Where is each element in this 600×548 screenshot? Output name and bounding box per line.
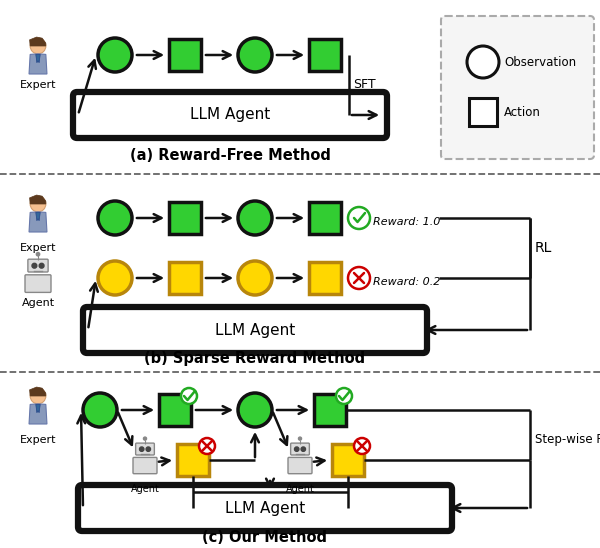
Circle shape	[146, 447, 151, 452]
Circle shape	[37, 253, 40, 256]
FancyBboxPatch shape	[177, 444, 209, 476]
Circle shape	[298, 437, 302, 440]
Polygon shape	[36, 404, 40, 413]
Polygon shape	[29, 404, 47, 424]
Circle shape	[301, 447, 305, 452]
Circle shape	[354, 438, 370, 454]
FancyBboxPatch shape	[332, 444, 364, 476]
FancyBboxPatch shape	[290, 443, 310, 455]
Text: Agent: Agent	[22, 298, 55, 308]
Circle shape	[139, 447, 144, 452]
Circle shape	[238, 261, 272, 295]
Circle shape	[98, 38, 132, 72]
Circle shape	[30, 196, 46, 212]
FancyBboxPatch shape	[159, 394, 191, 426]
Polygon shape	[29, 54, 47, 74]
Text: Step-wise RL: Step-wise RL	[535, 433, 600, 447]
Text: Agent: Agent	[131, 484, 160, 494]
Circle shape	[295, 447, 299, 452]
Text: SFT: SFT	[353, 78, 376, 92]
Circle shape	[348, 267, 370, 289]
Circle shape	[181, 388, 197, 404]
Text: LLM Agent: LLM Agent	[190, 107, 270, 123]
Text: Agent: Agent	[286, 484, 314, 494]
FancyBboxPatch shape	[78, 485, 452, 531]
Circle shape	[98, 201, 132, 235]
FancyBboxPatch shape	[25, 275, 51, 293]
FancyBboxPatch shape	[169, 262, 201, 294]
Circle shape	[98, 261, 132, 295]
Polygon shape	[36, 213, 40, 221]
Circle shape	[238, 201, 272, 235]
Text: Reward: 1.0: Reward: 1.0	[373, 217, 440, 227]
Text: Observation: Observation	[504, 55, 576, 68]
Circle shape	[32, 264, 37, 268]
Polygon shape	[29, 212, 47, 232]
Text: RL: RL	[535, 241, 553, 255]
Circle shape	[467, 46, 499, 78]
Text: (a) Reward-Free Method: (a) Reward-Free Method	[130, 147, 331, 163]
Text: Expert: Expert	[20, 243, 56, 253]
FancyBboxPatch shape	[314, 394, 346, 426]
Circle shape	[30, 38, 46, 54]
FancyBboxPatch shape	[83, 307, 427, 353]
FancyBboxPatch shape	[441, 16, 594, 159]
Circle shape	[238, 38, 272, 72]
Text: Action: Action	[504, 106, 541, 118]
Text: Expert: Expert	[20, 435, 56, 445]
FancyBboxPatch shape	[73, 92, 387, 138]
Text: (b) Sparse Reward Method: (b) Sparse Reward Method	[145, 351, 365, 366]
Circle shape	[238, 393, 272, 427]
Polygon shape	[29, 37, 46, 46]
Text: Reward: 0.2: Reward: 0.2	[373, 277, 440, 287]
FancyBboxPatch shape	[28, 259, 48, 272]
Circle shape	[39, 264, 44, 268]
Circle shape	[143, 437, 146, 440]
Circle shape	[30, 388, 46, 404]
Text: (c) Our Method: (c) Our Method	[203, 530, 328, 545]
FancyBboxPatch shape	[169, 39, 201, 71]
FancyBboxPatch shape	[309, 202, 341, 234]
Text: LLM Agent: LLM Agent	[225, 500, 305, 516]
FancyBboxPatch shape	[169, 202, 201, 234]
Text: Expert: Expert	[20, 80, 56, 90]
Circle shape	[336, 388, 352, 404]
Circle shape	[83, 393, 117, 427]
FancyBboxPatch shape	[288, 458, 312, 473]
Circle shape	[348, 207, 370, 229]
Polygon shape	[29, 195, 46, 204]
Text: LLM Agent: LLM Agent	[215, 323, 295, 338]
FancyBboxPatch shape	[469, 98, 497, 126]
FancyBboxPatch shape	[309, 262, 341, 294]
FancyBboxPatch shape	[133, 458, 157, 473]
Polygon shape	[36, 54, 40, 63]
Circle shape	[199, 438, 215, 454]
FancyBboxPatch shape	[309, 39, 341, 71]
FancyBboxPatch shape	[136, 443, 154, 455]
Polygon shape	[29, 387, 46, 396]
